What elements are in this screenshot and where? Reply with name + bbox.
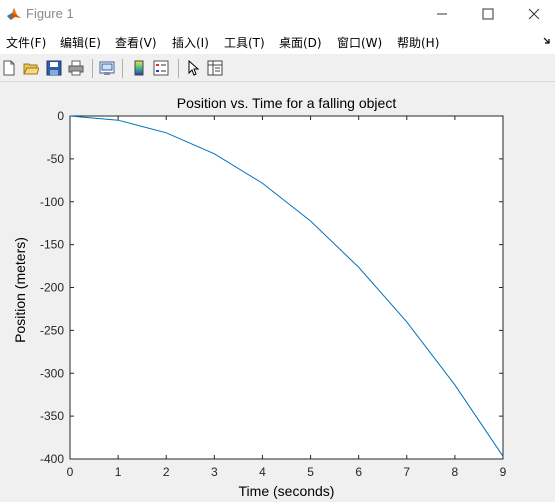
y-tick-label: -400 [40,452,64,466]
property-inspector-icon[interactable] [207,60,223,76]
y-tick-label: -50 [47,152,65,166]
print-icon[interactable] [68,60,84,76]
link-plot-icon[interactable] [99,60,115,76]
toolbar-separator [92,59,93,78]
x-tick-label: 9 [500,465,507,479]
menu-view[interactable]: 查看(V) [115,36,157,50]
insert-colorbar-icon[interactable] [131,60,147,76]
y-tick-label: -150 [40,238,64,252]
menu-window[interactable]: 窗口(W) [337,36,383,50]
close-icon [528,8,540,20]
menu-file[interactable]: 文件(F) [6,36,47,50]
matlab-icon [7,8,21,20]
y-tick-label: -250 [40,323,64,337]
series-line [69,115,504,457]
maximize-button[interactable] [465,0,511,28]
y-tick-label: -200 [40,281,64,295]
menu-bar: 文件(F) 编辑(E) 查看(V) 插入(I) 工具(T) 桌面(D) 窗口(W… [0,28,555,54]
x-tick-label: 4 [259,465,266,479]
x-tick-label: 6 [355,465,362,479]
chart-title: Position vs. Time for a falling object [176,95,397,111]
toolbar [0,56,555,82]
y-tick-label: -300 [40,366,64,380]
x-tick-label: 2 [163,465,170,479]
menu-tools[interactable]: 工具(T) [224,36,265,50]
y-axis-label: Position (meters) [12,237,28,343]
menu-overflow-arrow-icon[interactable] [543,37,552,46]
menu-insert[interactable]: 插入(I) [172,36,209,50]
toolbar-separator [178,59,179,78]
x-axis-label: Time (seconds) [238,483,335,499]
y-tick-label: -350 [40,409,64,423]
x-tick-label: 1 [115,465,122,479]
x-tick-label: 3 [211,465,218,479]
minimize-icon [437,13,447,15]
x-tick-label: 8 [452,465,459,479]
toolbar-separator [122,59,123,78]
close-button[interactable] [511,0,555,28]
figure-area: 0 1 2 3 4 5 6 7 8 9 0 -50 -100 -150 -200 -250 -300 -350 -4… [0,82,555,502]
plot-canvas: 0 1 2 3 4 5 6 7 8 9 0 -50 -100 -150 -200 -250 -300 -350 -4… [40,109,507,479]
x-tick-label: 7 [403,465,410,479]
insert-legend-icon[interactable] [153,60,169,76]
title-bar: Figure 1 [0,0,555,28]
edit-plot-icon[interactable] [186,60,202,76]
y-tick-label: -100 [40,195,64,209]
x-tick-label: 0 [67,465,74,479]
window-title: Figure 1 [26,6,74,21]
open-file-icon[interactable] [23,60,39,76]
x-tick-label: 5 [307,465,314,479]
menu-edit[interactable]: 编辑(E) [60,36,101,50]
menu-help[interactable]: 帮助(H) [397,36,440,50]
minimize-button[interactable] [419,0,465,28]
y-tick-label: 0 [57,109,64,123]
menu-desktop[interactable]: 桌面(D) [279,36,322,50]
axes-box [69,115,504,460]
maximize-icon [482,8,494,20]
save-icon[interactable] [46,60,62,76]
new-figure-icon[interactable] [1,60,17,76]
